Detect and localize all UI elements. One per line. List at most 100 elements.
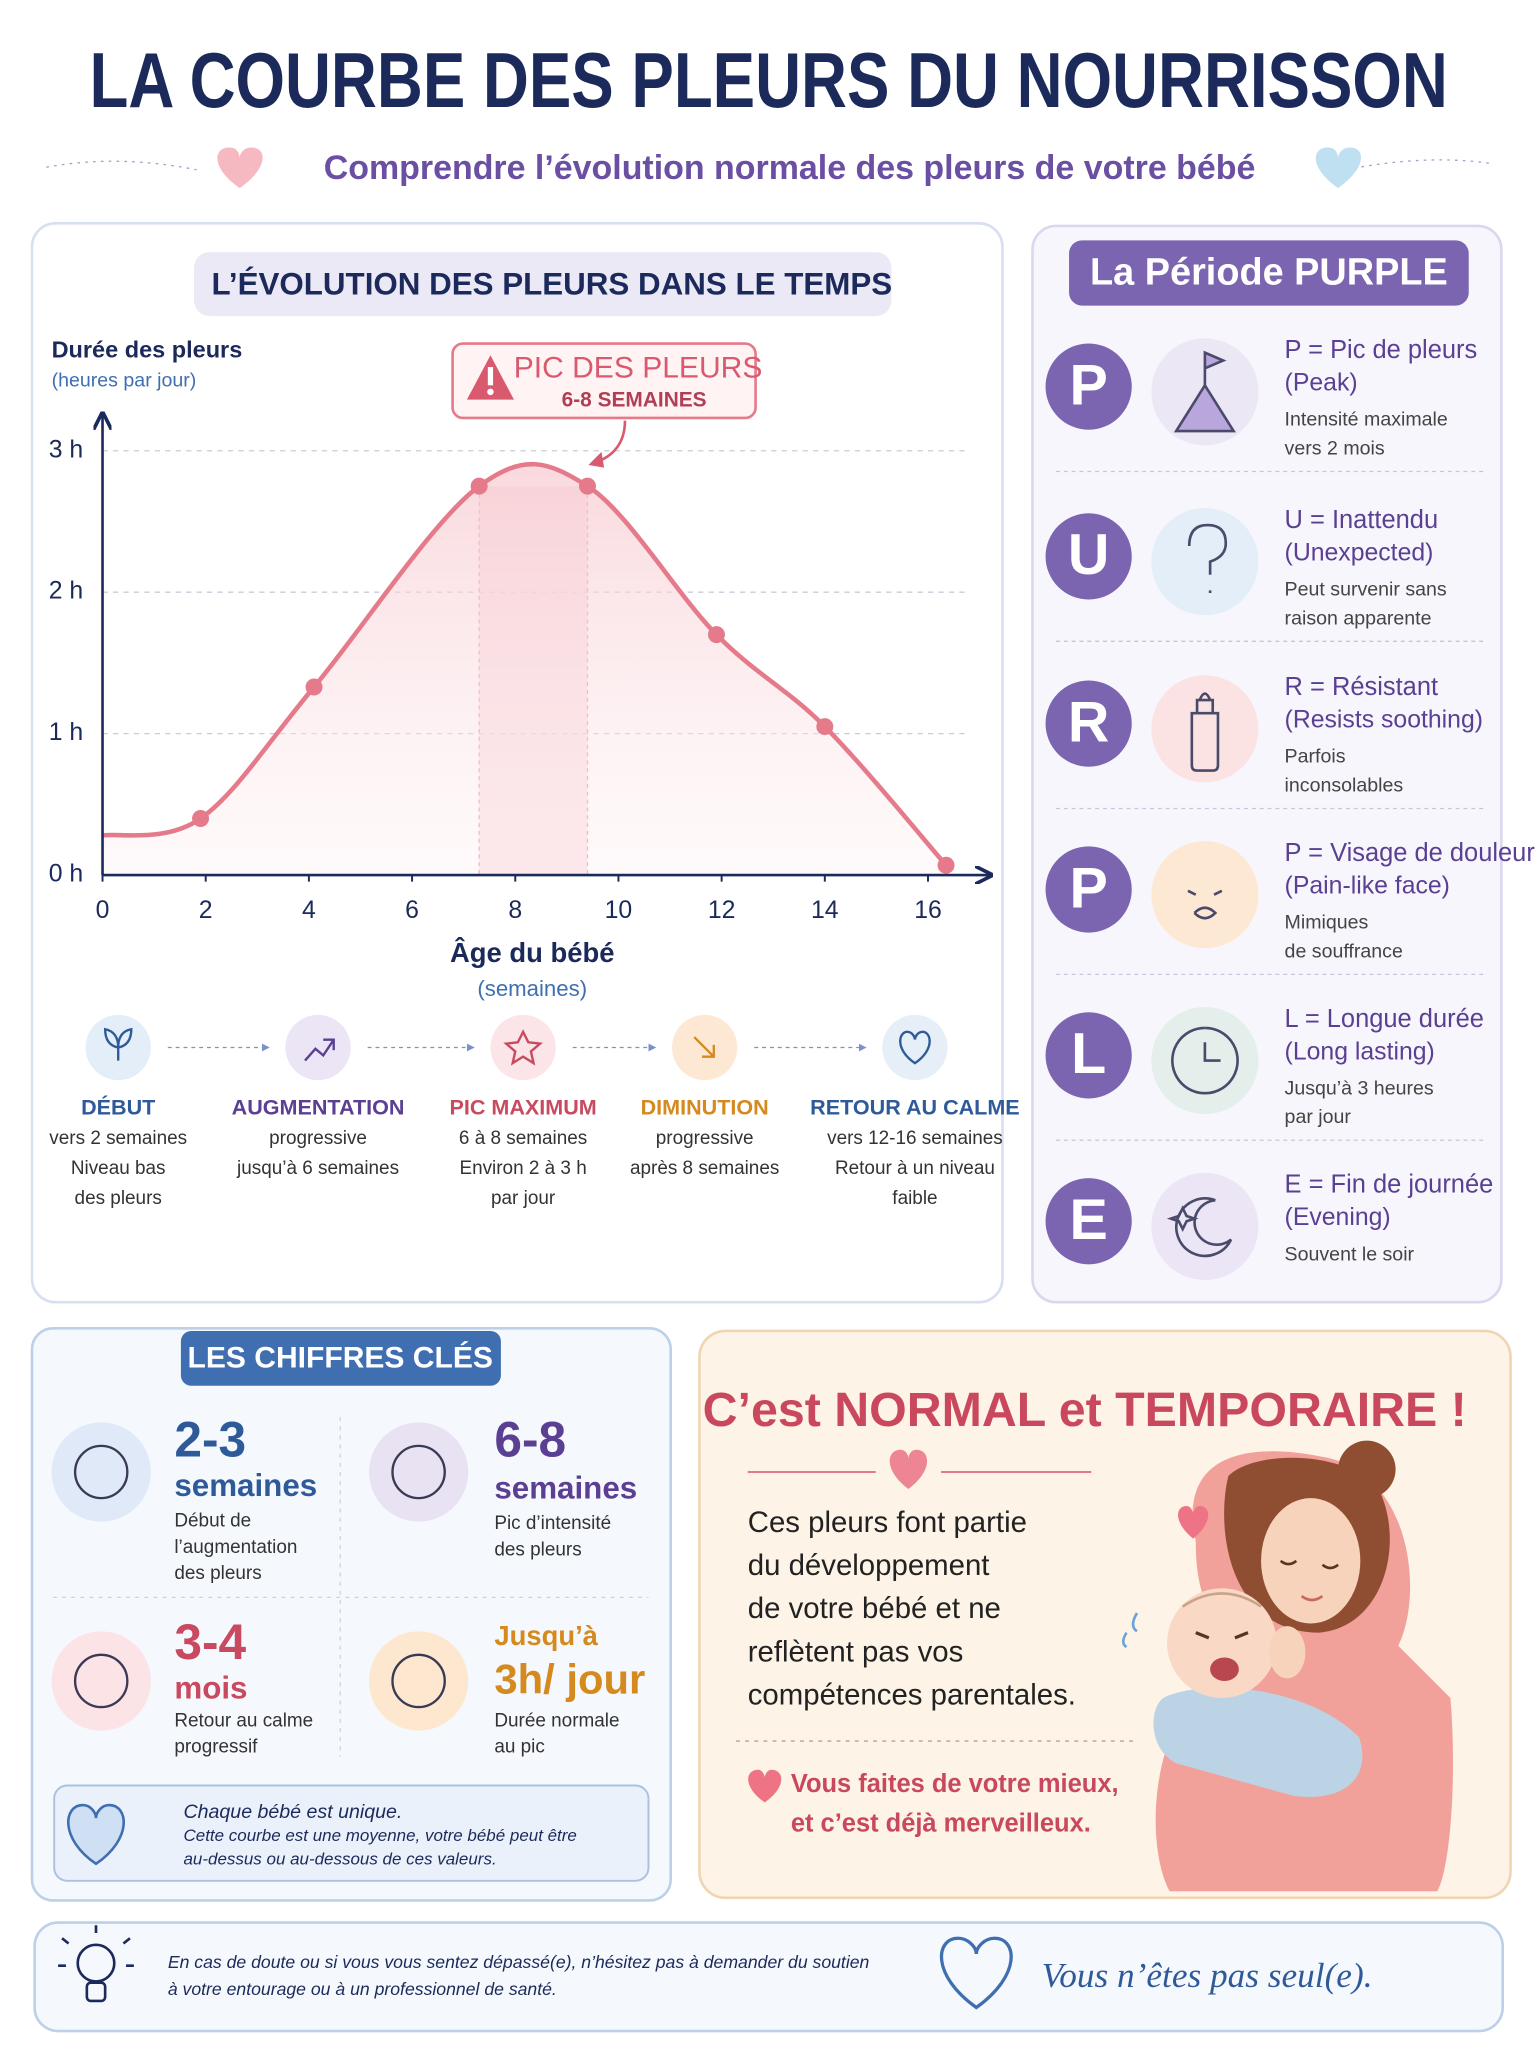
figure-unit: semaines — [174, 1468, 317, 1503]
warning-icon — [487, 388, 494, 396]
figure-text: Durée normale — [494, 1710, 619, 1731]
normal-text: reflètent pas vos — [748, 1635, 964, 1668]
stage-text: Environ 2 à 3 h — [459, 1158, 586, 1179]
heart-icon — [889, 1449, 928, 1489]
y-tick-label: 3 h — [49, 436, 83, 463]
figure-text: progressif — [174, 1737, 258, 1758]
footer-text: En cas de doute ou si vous vous sentez d… — [168, 1952, 870, 1972]
baby-face — [1167, 1588, 1277, 1698]
baby-eyes — [1195, 1631, 1249, 1640]
mother-mouth — [1300, 1595, 1324, 1602]
purple-item-subtitle: (Resists soothing) — [1285, 707, 1483, 734]
stage-text: par jour — [491, 1188, 555, 1209]
purple-item-subtitle: (Pain-like face) — [1285, 872, 1450, 899]
x-tick-label: 4 — [302, 897, 316, 924]
purple-icon — [1151, 841, 1259, 949]
page-subtitle: Comprendre l’évolution normale des pleur… — [324, 149, 1256, 187]
stage-text: 6 à 8 semaines — [459, 1128, 587, 1149]
figure-unit: mois — [174, 1670, 247, 1705]
purple-letter: P — [1069, 353, 1107, 417]
figure-text: Retour au calme — [174, 1710, 313, 1731]
y-axis-sublabel: (heures par jour) — [52, 370, 197, 392]
normal-title: C’est NORMAL et TEMPORAIRE ! — [703, 1383, 1467, 1437]
note-text: Cette courbe est une moyenne, votre bébé… — [184, 1826, 577, 1845]
line — [102, 461, 948, 867]
point — [937, 856, 955, 874]
point — [579, 477, 596, 495]
heart-icon — [748, 1769, 782, 1803]
purple-icon — [1151, 675, 1259, 783]
purple-list: P P = Pic de pleurs (Peak) Intensité maxima… — [1045, 336, 1536, 1280]
purple-item-title: U = Inattendu — [1285, 506, 1439, 534]
figure-number: 2-3 — [174, 1411, 246, 1467]
figure-icon — [391, 1444, 446, 1500]
stage-title: RETOUR AU CALME — [810, 1095, 1019, 1120]
letter-badge — [1045, 1178, 1132, 1265]
footer-panel — [33, 1921, 1504, 2033]
heart-icon — [939, 1936, 1013, 2010]
footer-message: Vous n’êtes pas seul(e). — [1042, 1956, 1373, 1995]
purple-item-text: Souvent le soir — [1285, 1243, 1415, 1265]
x-axis-label: Âge du bébé — [450, 937, 614, 968]
purple-item-title: L = Longue durée — [1285, 1005, 1484, 1033]
y-tick-label: 2 h — [49, 578, 83, 605]
bulb-base — [85, 1981, 107, 2003]
y-axis-label: Durée des pleurs — [52, 337, 243, 363]
annotation-box — [451, 342, 757, 420]
figure-text: au pic — [494, 1737, 544, 1758]
heart-icon — [217, 147, 263, 189]
letter-badge — [1045, 1012, 1132, 1099]
stage-text: Retour à un niveau — [835, 1158, 995, 1179]
purple-icon — [1151, 508, 1259, 616]
purple-panel — [1031, 224, 1503, 1304]
figure-text: des pleurs — [174, 1563, 261, 1584]
figures-title-pill — [180, 1330, 501, 1386]
purple-item-text: de souffrance — [1285, 940, 1403, 962]
stage-title: DIMINUTION — [641, 1095, 769, 1120]
letter-badge — [1045, 343, 1132, 430]
normal-text: de votre bébé et ne — [748, 1592, 1001, 1625]
stage-text: jusqu’à 6 semaines — [236, 1158, 399, 1179]
purple-item-text: par jour — [1285, 1106, 1352, 1128]
normal-closing: et c’est déjà merveilleux. — [791, 1809, 1091, 1837]
x-tick-label: 14 — [811, 897, 839, 924]
purple-item-title: P = Pic de pleurs — [1285, 336, 1478, 364]
figure-icon — [391, 1653, 446, 1709]
purple-item-text: Jusqu’à 3 heures — [1285, 1077, 1434, 1099]
purple-letter: R — [1068, 690, 1110, 754]
note-text: au-dessus ou au-dessous de ces valeurs. — [184, 1849, 497, 1868]
tears — [1121, 1612, 1139, 1649]
figure-unit: 3h/ jour — [494, 1655, 645, 1702]
mother-bun — [1338, 1440, 1396, 1499]
figure-text: l’augmentation — [174, 1537, 297, 1558]
figure-icon — [73, 1653, 129, 1709]
purple-item-subtitle: (Evening) — [1285, 1204, 1391, 1231]
mother-baby-illustration — [1121, 1440, 1454, 1892]
figure-icon — [51, 1422, 151, 1522]
purple-item-subtitle: (Long lasting) — [1285, 1038, 1435, 1065]
stage-icon — [304, 1038, 335, 1062]
baby-mouth — [1210, 1657, 1239, 1681]
stage-icon — [882, 1014, 948, 1081]
purple-item-text: Parfois — [1285, 746, 1346, 768]
area — [102, 464, 947, 876]
note-title: Chaque bébé est unique. — [184, 1801, 403, 1823]
purple-item-title: P = Visage de douleur — [1285, 839, 1536, 867]
point — [816, 718, 834, 736]
x-axis-sublabel: (semaines) — [477, 976, 587, 1001]
stage-icon — [503, 1029, 543, 1066]
plot: 0 h 1 h 2 h 3 h 0 2 4 6 8 10 12 14 16 — [49, 415, 990, 924]
figure-text: Pic d’intensité — [494, 1513, 611, 1534]
x-tick-label: 6 — [405, 897, 419, 924]
purple-title-pill — [1069, 240, 1469, 306]
x-tick-label: 2 — [199, 897, 213, 924]
footer-text: à votre entourage ou à un professionnel … — [168, 1979, 557, 1999]
x-tick-label: 10 — [605, 897, 633, 924]
stage-icon — [285, 1014, 351, 1081]
stage-text: faible — [892, 1188, 937, 1209]
normal-text: Ces pleurs font partie — [748, 1506, 1027, 1539]
normal-text: Ces pleurs font partie du développement de… — [748, 1506, 1119, 1837]
stage-icon — [490, 1014, 556, 1081]
purple-item-text: inconsolables — [1285, 774, 1404, 796]
x-tick-label: 12 — [708, 897, 736, 924]
